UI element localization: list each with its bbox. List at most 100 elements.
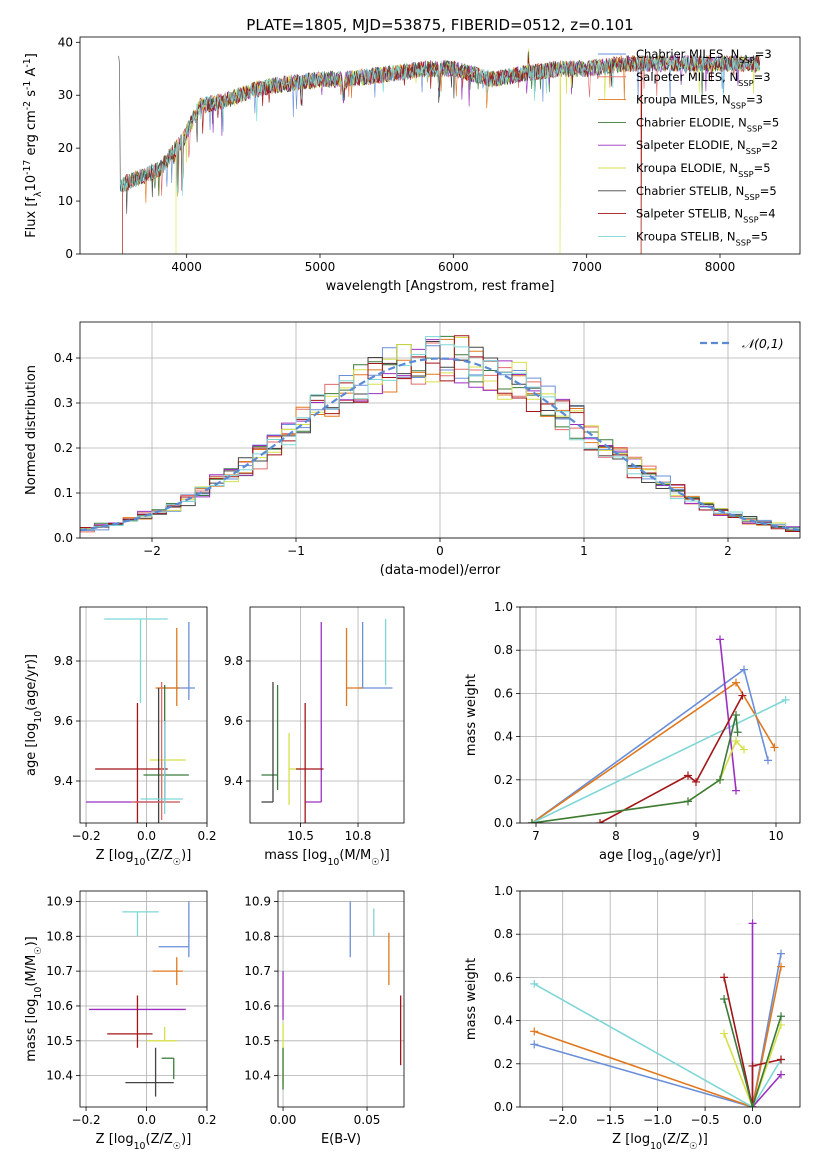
x-tick-label: 10.5 xyxy=(287,829,314,843)
weight-marker xyxy=(732,736,740,745)
y-axis-label: Flux [fλ10-17 erg cm-2 s-1 A-1] xyxy=(22,53,44,238)
y-tick-label: 10 xyxy=(58,194,73,208)
y-tick-label: 1.0 xyxy=(494,884,513,898)
x-tick-label: −1.5 xyxy=(596,1113,625,1127)
axes-frame xyxy=(79,606,208,824)
weight-series-line xyxy=(533,966,782,1107)
weight-marker xyxy=(733,728,742,737)
weight-marker xyxy=(530,979,539,988)
plot-area xyxy=(80,335,800,533)
x-tick-label: 0.05 xyxy=(354,1113,381,1127)
y-tick-label: 40 xyxy=(58,35,73,49)
y-tick-label: 30 xyxy=(58,88,73,102)
y-tick-label: 10.6 xyxy=(46,999,73,1013)
spectrum-line xyxy=(122,50,642,254)
x-tick-label: 1 xyxy=(580,544,588,558)
normal-reference-curve xyxy=(80,357,800,532)
axes-frame xyxy=(519,890,801,1108)
plot-area xyxy=(530,919,786,1107)
y-tick-label: 0.0 xyxy=(494,1100,513,1114)
weight-marker xyxy=(684,771,692,780)
weight-marker xyxy=(720,973,729,982)
weight-marker xyxy=(777,1070,786,1079)
y-tick-label: 10.5 xyxy=(244,1034,271,1048)
x-axis-label: mass [log10(M/M☉)] xyxy=(264,848,390,868)
y-tick-label: 0.0 xyxy=(54,531,73,545)
x-tick-label: 8000 xyxy=(705,260,736,274)
x-tick-label: −1.0 xyxy=(643,1113,672,1127)
x-tick-label: 0.2 xyxy=(197,829,216,843)
weight-marker xyxy=(720,995,729,1003)
y-tick-label: 9.6 xyxy=(54,714,73,728)
y-tick-label: 20 xyxy=(58,141,73,155)
y-tick-label: 9.4 xyxy=(54,774,73,788)
weight-series-line xyxy=(531,714,739,823)
y-tick-label: 0.1 xyxy=(54,486,73,500)
panel-weight-vs-age: 7 8 9 10 0.0 0.2 0.4 0.6 0.8 1.0 age [log10(age/yr… xyxy=(464,600,801,868)
weight-marker xyxy=(684,797,692,806)
weight-marker xyxy=(530,1027,539,1036)
x-tick-label: 6000 xyxy=(438,260,469,274)
y-tick-label: 9.4 xyxy=(224,774,243,788)
legend-entry: Kroupa MILES, NSSP=3 xyxy=(636,93,763,111)
x-tick-label: 0 xyxy=(436,544,444,558)
weight-marker xyxy=(748,919,757,928)
plot-area xyxy=(261,619,393,823)
y-tick-label: 10.4 xyxy=(244,1069,271,1083)
y-tick-label: 10.8 xyxy=(244,929,271,943)
spectrum-line xyxy=(119,54,761,196)
weight-marker xyxy=(530,1040,539,1049)
weight-marker xyxy=(740,745,748,754)
x-tick-label: 9 xyxy=(692,829,700,843)
weight-marker xyxy=(596,819,604,823)
x-tick-label: 2 xyxy=(724,544,732,558)
weight-marker xyxy=(716,635,724,644)
y-tick-label: 10.9 xyxy=(46,894,73,908)
y-tick-label: 0.4 xyxy=(494,1014,513,1028)
weight-marker xyxy=(777,1012,786,1021)
weight-series-line xyxy=(719,639,737,791)
weight-marker xyxy=(528,819,536,823)
weight-marker xyxy=(740,665,748,674)
weight-marker xyxy=(716,775,724,784)
x-axis-label: Z [log10(Z/Z☉)] xyxy=(96,848,192,868)
weight-marker xyxy=(781,695,790,704)
x-axis-label: Z [log10(Z/Z☉)] xyxy=(612,1132,708,1152)
legend-entry: Chabrier ELODIE, NSSP=5 xyxy=(636,115,779,133)
x-tick-label: −0.5 xyxy=(691,1113,720,1127)
weight-series-line xyxy=(531,668,769,823)
y-tick-label: 0 xyxy=(65,247,73,261)
plot-area xyxy=(118,48,761,254)
x-tick-label: 0.0 xyxy=(743,1113,762,1127)
x-tick-label: 8 xyxy=(612,829,620,843)
histogram-step xyxy=(80,336,800,531)
y-tick-label: 9.6 xyxy=(224,714,243,728)
weight-marker xyxy=(748,1061,757,1070)
x-tick-label: 4000 xyxy=(171,260,202,274)
x-tick-label: −2 xyxy=(143,544,161,558)
x-tick-label: −2.0 xyxy=(548,1113,577,1127)
weight-marker xyxy=(732,678,740,687)
y-tick-label: 10.4 xyxy=(46,1069,73,1083)
x-tick-label: −0.2 xyxy=(71,829,100,843)
panel-residuals: −2 −1 0 1 2 0.0 0.1 0.2 0.3 0.4 (data-model)/error… xyxy=(24,321,801,578)
panel-mass-vs-Z: −0.2 0.0 0.2 10.4 10.5 10.6 10.7 10.8 10.9 Z [log… xyxy=(24,890,217,1152)
y-tick-label: 9.8 xyxy=(54,654,73,668)
y-tick-label: 9.8 xyxy=(224,654,243,668)
y-tick-label: 0.2 xyxy=(494,773,513,787)
y-axis-label: mass weight xyxy=(464,958,479,1040)
panel-spectrum: 4000 5000 6000 7000 8000 0 10 20 30 40 wavelength … xyxy=(22,35,801,294)
x-tick-label: 7 xyxy=(532,829,540,843)
plot-area xyxy=(86,618,195,823)
y-tick-label: 0.4 xyxy=(54,351,73,365)
legend-entry: Chabrier MILES, NSSP=3 xyxy=(636,47,772,65)
weight-marker xyxy=(764,756,772,765)
y-tick-label: 0.3 xyxy=(54,396,73,410)
weight-marker xyxy=(720,1029,729,1038)
axes-frame xyxy=(277,890,405,1108)
y-tick-label: 0.8 xyxy=(494,643,513,657)
spectrum-line xyxy=(178,51,760,176)
histogram-step xyxy=(80,340,800,531)
y-tick-label: 0.6 xyxy=(494,686,513,700)
legend-entry: Chabrier STELIB, NSSP=5 xyxy=(636,184,777,202)
